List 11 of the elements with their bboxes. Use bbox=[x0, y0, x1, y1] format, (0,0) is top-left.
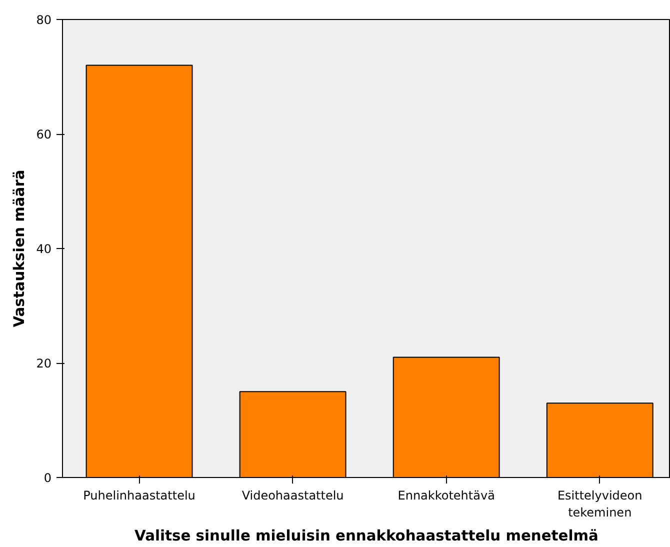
x-tick-label: Videohaastattelu bbox=[242, 488, 344, 502]
y-tick-label: 0 bbox=[44, 471, 52, 485]
x-tick-label: Esittelyvideon tekeminen bbox=[557, 488, 642, 520]
x-axis-title: Valitse sinulle mieluisin ennakkohaastattelu menetelmä bbox=[134, 527, 598, 544]
y-tick-label: 40 bbox=[36, 242, 52, 256]
y-axis-title: Vastauksien määrä bbox=[11, 170, 28, 328]
y-tick-label: 60 bbox=[36, 128, 52, 142]
x-tick-label: Puhelinhaastattelu bbox=[83, 488, 196, 502]
x-tick-label: Ennakkotehtävä bbox=[398, 488, 495, 502]
y-tick-label: 80 bbox=[36, 13, 52, 27]
y-tick-label: 20 bbox=[36, 356, 52, 370]
